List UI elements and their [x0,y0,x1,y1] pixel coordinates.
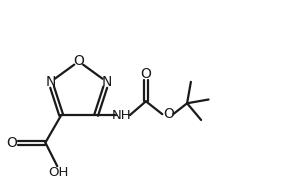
Text: O: O [163,107,174,121]
Text: O: O [73,54,84,68]
Text: O: O [140,67,152,81]
Text: NH: NH [112,109,132,122]
Text: N: N [102,75,112,89]
Text: N: N [45,75,56,89]
Text: OH: OH [48,166,68,179]
Text: O: O [6,136,17,150]
